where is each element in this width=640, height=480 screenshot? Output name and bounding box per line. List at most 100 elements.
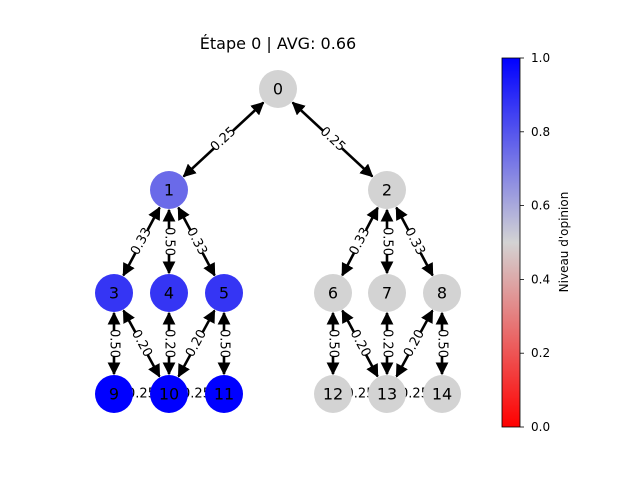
node-0: 0 [259, 70, 297, 108]
colorbar-tick-label: 0.8 [531, 125, 550, 139]
node-circle [150, 375, 188, 413]
edge-labels-layer: 0.25 0.25 0.33 0.50 0.33 0.33 0.50 0.33 0.50 0.20… [107, 124, 450, 401]
colorbar-gradient [501, 57, 521, 428]
edge-weight-label: 0.20 [401, 327, 428, 360]
node-3: 3 [95, 274, 133, 312]
node-label: 9 [109, 385, 119, 404]
figure-title: Étape 0 | AVG: 0.66 [200, 34, 356, 53]
node-circle [314, 375, 352, 413]
colorbar: 0.0 0.2 0.4 0.6 0.8 1.0 Niveau d'opinion [501, 51, 571, 434]
edge-label-bg [380, 330, 394, 357]
node-8: 8 [423, 274, 461, 312]
edge-weight-label: 0.50 [380, 227, 395, 256]
edge-label-bg [347, 328, 373, 359]
node-label: 0 [273, 80, 283, 99]
edge-weight-label: 0.20 [347, 327, 374, 360]
edge-label-bg [184, 328, 209, 359]
node-label: 2 [382, 181, 392, 200]
colorbar-label: Niveau d'opinion [557, 192, 571, 293]
edge-weight-label: 0.33 [183, 225, 210, 258]
node-6: 6 [314, 274, 352, 312]
node-label: 8 [437, 284, 447, 303]
edge-label-bg [217, 330, 231, 357]
node-circle [423, 375, 461, 413]
node-circle [205, 274, 243, 312]
node-circle [368, 274, 406, 312]
edge-label-bg [162, 330, 176, 357]
node-7: 7 [368, 274, 406, 312]
edge-label-bg [402, 328, 427, 359]
node-circle [259, 70, 297, 108]
colorbar-tick-label: 1.0 [531, 51, 550, 65]
edge-label-bg [435, 330, 449, 357]
edge-weight-label: 0.50 [107, 329, 122, 358]
node-label: 5 [219, 284, 229, 303]
edge-label-bg [129, 226, 154, 257]
node-2: 2 [368, 171, 406, 209]
edge-label-bg [326, 330, 340, 357]
colorbar-ticks: 0.0 0.2 0.4 0.6 0.8 1.0 [520, 51, 550, 434]
edge-label-bg [107, 330, 121, 357]
node-circle [95, 274, 133, 312]
edge-label-bg [347, 226, 373, 257]
edge-weight-label: 0.33 [401, 225, 428, 258]
edge-label-bg [128, 387, 155, 401]
edge-weight-label: 0.50 [217, 329, 232, 358]
node-label: 1 [164, 181, 174, 200]
edge-label-bg [184, 226, 209, 257]
node-label: 4 [164, 284, 174, 303]
colorbar-tick-label: 0.6 [531, 199, 550, 213]
node-11: 11 [205, 375, 243, 413]
node-label: 7 [382, 284, 392, 303]
node-label: 12 [323, 385, 343, 404]
edge-label-bg [401, 387, 428, 401]
node-10: 10 [150, 375, 188, 413]
edge-weight-label: 0.50 [435, 329, 450, 358]
nodes-layer: 01 23 4 5 6 7 89 10 11 12 13 14 [95, 70, 461, 413]
edge-label-bg [318, 125, 347, 154]
node-circle [423, 274, 461, 312]
node-14: 14 [423, 375, 461, 413]
edge-weight-label: 0.33 [128, 225, 155, 258]
node-4: 4 [150, 274, 188, 312]
node-label: 3 [109, 284, 119, 303]
node-13: 13 [368, 375, 406, 413]
node-circle [314, 274, 352, 312]
edge-weight-label: 0.50 [326, 329, 341, 358]
edge-label-bg [402, 226, 427, 257]
edge-weight-label: 0.25 [346, 387, 375, 402]
colorbar-tick-label: 0.2 [531, 346, 550, 360]
node-label: 6 [328, 284, 338, 303]
edge-weight-label: 0.25 [182, 387, 211, 402]
node-circle [368, 171, 406, 209]
colorbar-tick-label: 0.4 [531, 272, 550, 286]
node-circle [95, 375, 133, 413]
edge-weight-label: 0.20 [128, 327, 155, 360]
node-label: 11 [214, 385, 234, 404]
node-circle [150, 171, 188, 209]
node-label: 10 [159, 385, 179, 404]
edge-weight-label: 0.33 [347, 225, 374, 258]
edge-label-bg [162, 228, 176, 255]
edge-label-bg [380, 228, 394, 255]
node-circle [368, 375, 406, 413]
edge-weight-label: 0.20 [183, 327, 210, 360]
node-5: 5 [205, 274, 243, 312]
edge-label-bg [183, 387, 210, 401]
edge-label-bg [209, 125, 238, 154]
node-circle [150, 274, 188, 312]
edge-weight-label: 0.50 [162, 227, 177, 256]
edge-weight-label: 0.20 [380, 329, 395, 358]
edge-weight-label: 0.25 [127, 387, 156, 402]
node-1: 1 [150, 171, 188, 209]
edge-weight-label: 0.20 [162, 329, 177, 358]
edge-label-bg [347, 387, 373, 401]
edge-label-bg [129, 328, 154, 359]
node-label: 14 [432, 385, 452, 404]
node-9: 9 [95, 375, 133, 413]
colorbar-tick-label: 0.0 [531, 420, 550, 434]
edge-weight-label: 0.25 [400, 387, 429, 402]
node-circle [205, 375, 243, 413]
node-label: 13 [377, 385, 397, 404]
